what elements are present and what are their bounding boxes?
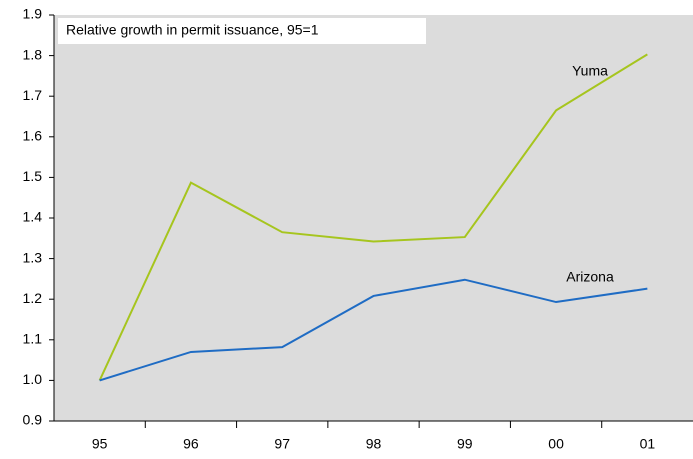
title-box [58, 18, 426, 44]
x-tick-label: 01 [640, 436, 656, 452]
series-line [99, 278, 648, 382]
y-tick-label: 1.6 [23, 128, 43, 144]
y-tick-label: 1.3 [23, 249, 43, 265]
series-label: Arizona [566, 269, 614, 285]
y-tick-label: 0.9 [23, 412, 43, 428]
x-tick-label: 96 [183, 436, 199, 452]
plot-area [54, 15, 693, 421]
x-tick-label: 00 [548, 436, 564, 452]
y-tick-label: 1.7 [23, 87, 43, 103]
y-tick-label: 1.9 [23, 6, 43, 22]
y-tick-label: 1.2 [23, 290, 43, 306]
x-tick-label: 99 [457, 436, 473, 452]
y-tick-label: 1.8 [23, 46, 43, 62]
series-label: Yuma [572, 63, 608, 79]
y-tick-label: 1.0 [23, 371, 43, 387]
y-tick-label: 1.5 [23, 168, 43, 184]
x-tick-label: 95 [92, 436, 108, 452]
x-tick-label: 97 [274, 436, 290, 452]
x-tick-label: 98 [366, 436, 382, 452]
y-tick-label: 1.1 [23, 331, 43, 347]
y-tick-label: 1.4 [23, 209, 43, 225]
chart-title: Relative growth in permit issuance, 95=1 [66, 22, 319, 38]
series-line [98, 53, 648, 381]
